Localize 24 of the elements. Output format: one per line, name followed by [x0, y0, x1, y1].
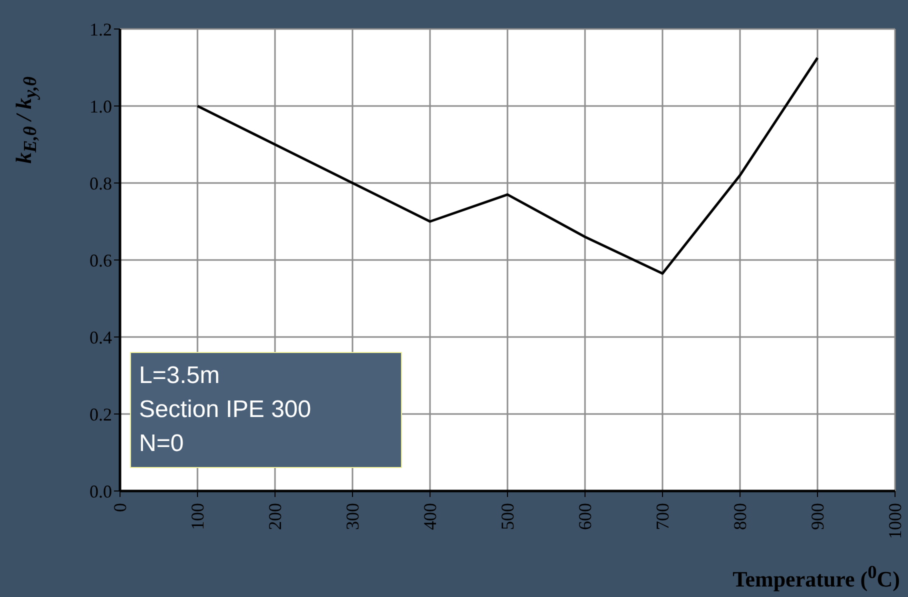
x-tick-label: 1000: [885, 503, 905, 539]
x-tick-label: 400: [420, 503, 440, 530]
x-tick-label: 600: [575, 503, 595, 530]
annotation: L=3.5m: [139, 361, 221, 391]
annotation: N=0: [139, 429, 185, 459]
y-tick-label: 1.2: [90, 19, 112, 40]
x-tick-label: 300: [342, 503, 362, 530]
x-tick-label: 0: [110, 503, 130, 512]
x-tick-label: 200: [265, 503, 285, 530]
y-tick-label: 1.0: [90, 96, 112, 116]
y-tick-label: 0.2: [90, 404, 112, 424]
y-tick-label: 0.0: [90, 481, 112, 502]
line-series: [196, 56, 819, 275]
y-tick-label: 0.6: [90, 250, 112, 270]
note-box: L=3.5m Section IPE 300 N=0: [130, 352, 402, 468]
x-tick-label: 800: [730, 503, 750, 530]
annotation: Section IPE 300: [139, 395, 312, 425]
y-tick-label: 0.8: [90, 173, 112, 194]
x-tick-label: 100: [188, 503, 208, 530]
x-axis-title: Temperature ($^{0}$C): [732, 562, 900, 592]
x-tick-label: 500: [498, 503, 518, 530]
x-tick-label: 900: [808, 503, 828, 530]
y-tick-label: 0.4: [90, 327, 112, 348]
x-tick-label: 700: [652, 503, 672, 530]
